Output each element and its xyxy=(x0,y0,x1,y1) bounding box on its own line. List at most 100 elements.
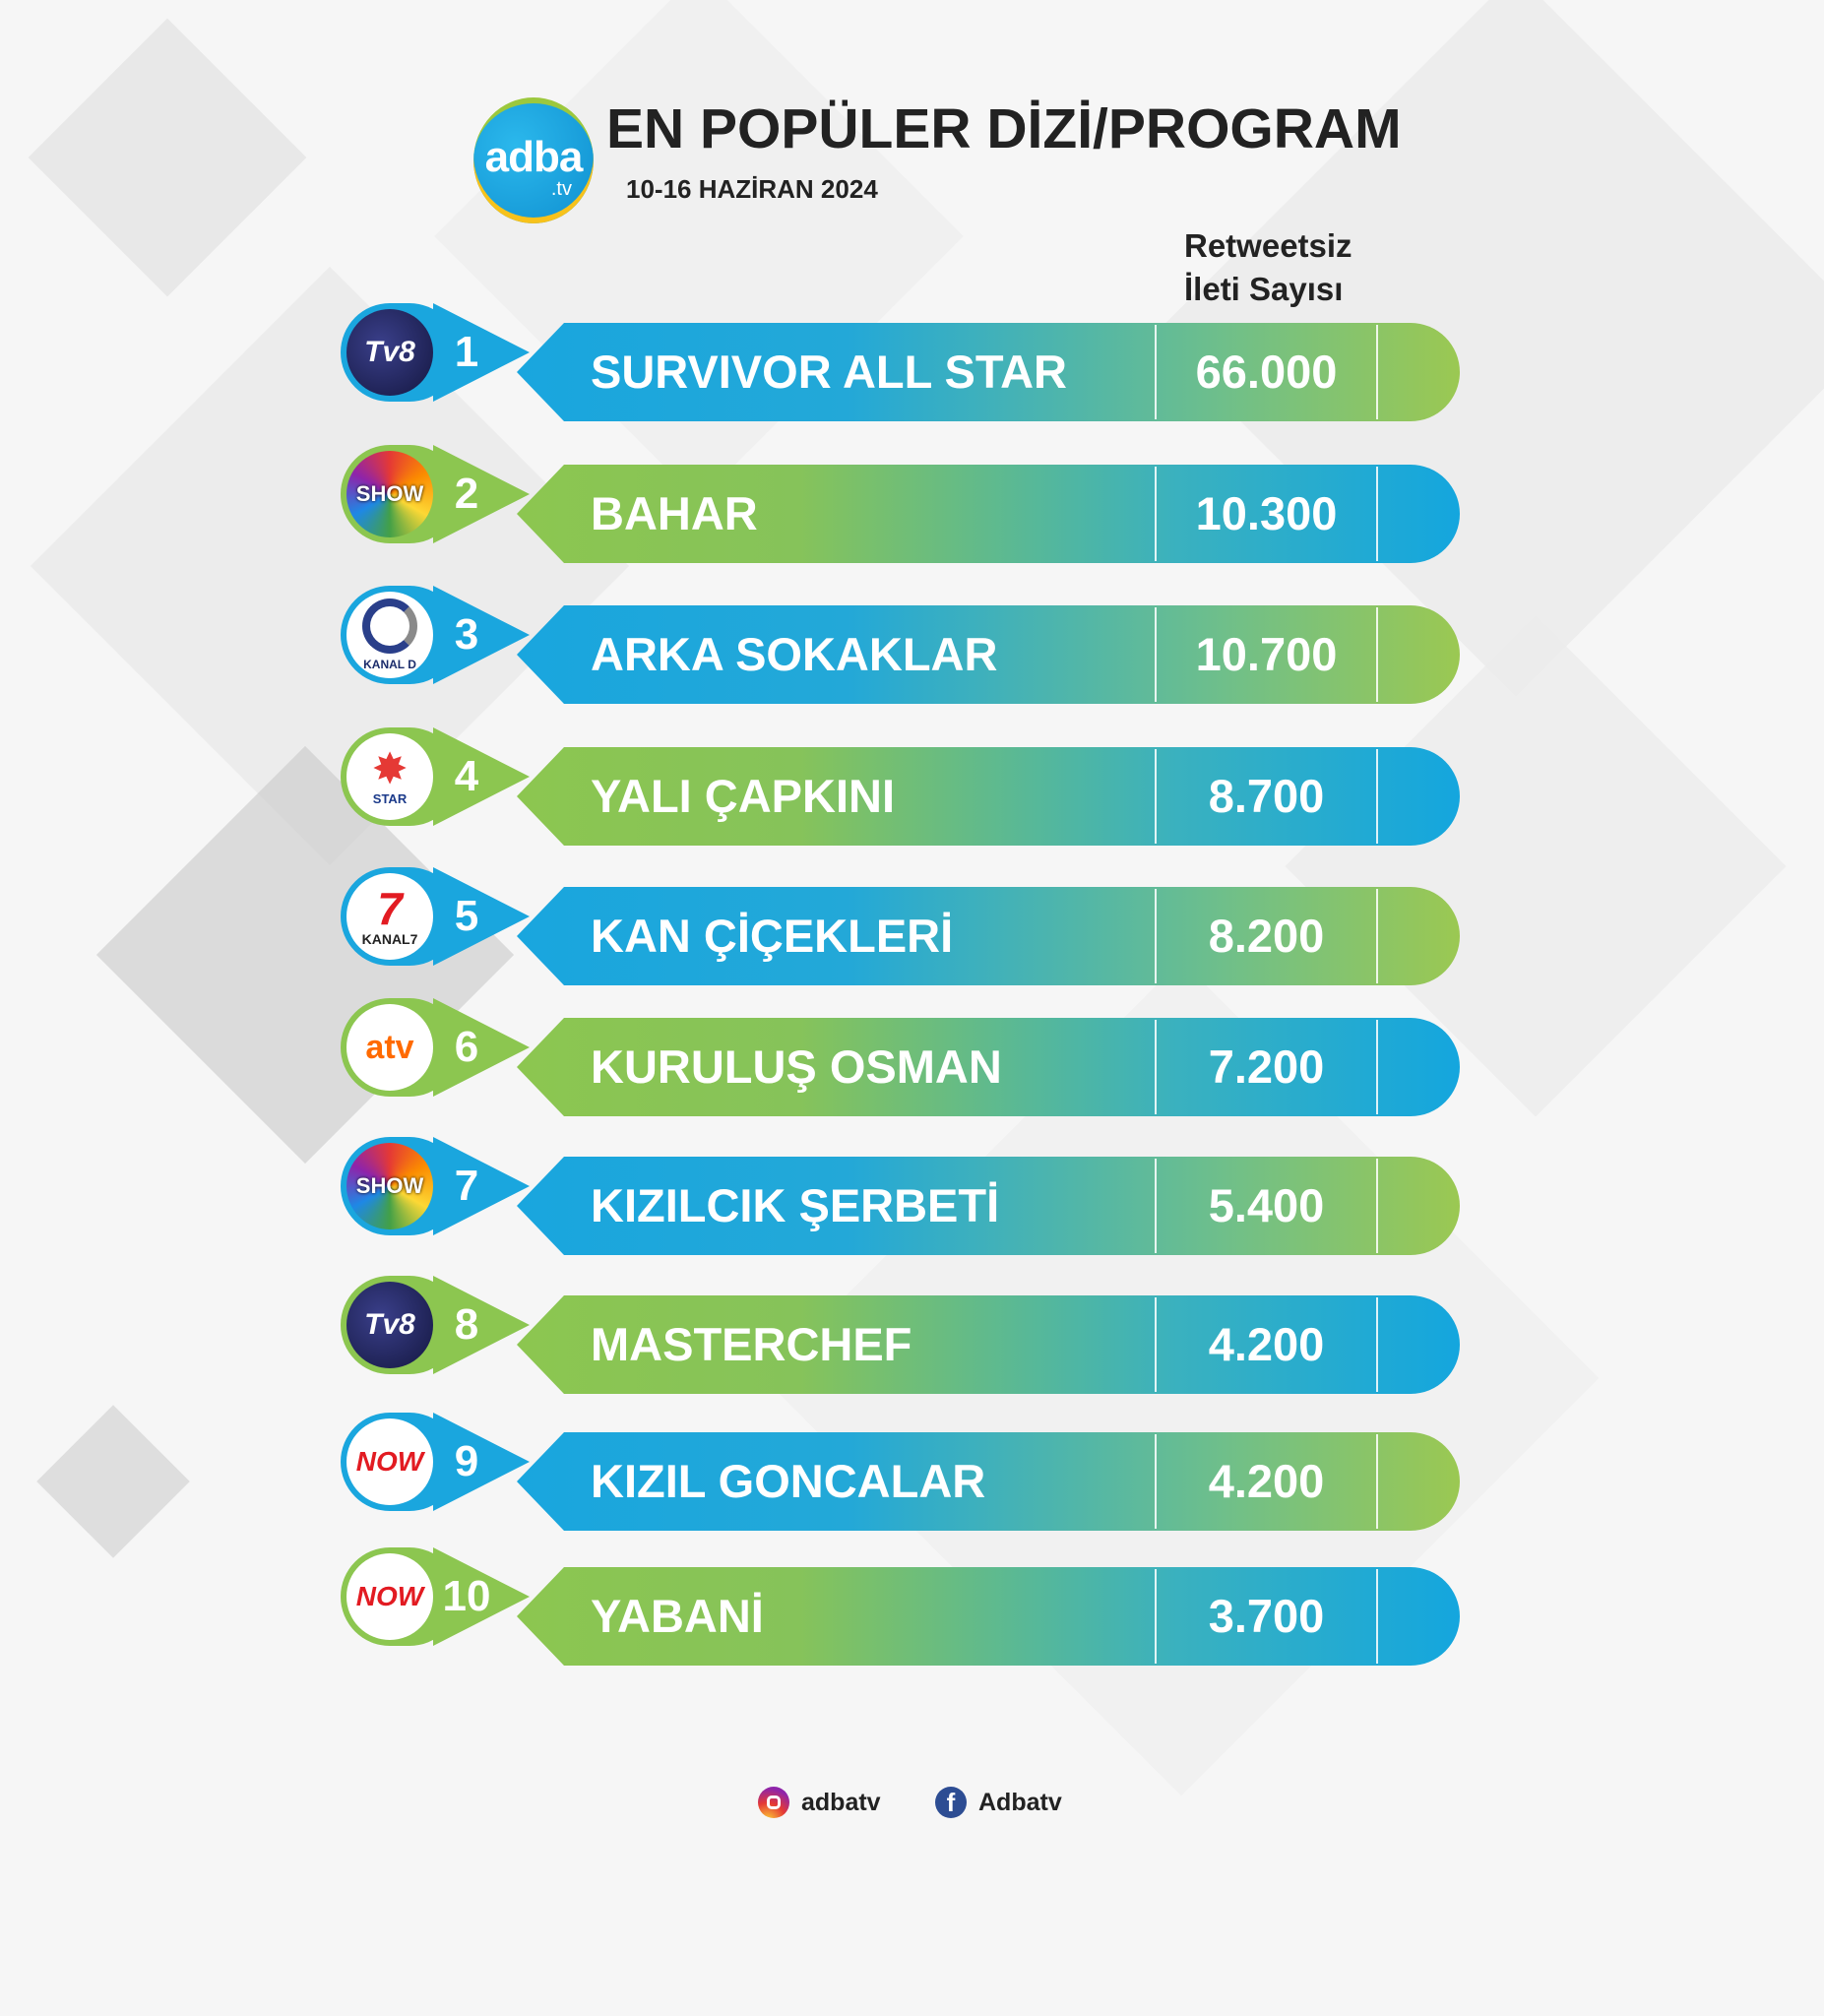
background-diamond xyxy=(434,0,964,501)
bar-divider xyxy=(1155,607,1157,702)
logo-main-text: adba xyxy=(484,133,584,181)
rank-badge-arrow xyxy=(433,998,530,1097)
post-count-value: 5.400 xyxy=(1208,1179,1325,1231)
bar-divider xyxy=(1376,1569,1378,1664)
rank-number: 3 xyxy=(454,610,479,659)
program-name: MASTERCHEF xyxy=(591,1318,912,1370)
ranking-row: 7 KANAL7 5 KAN ÇİÇEKLERİ 8.200 xyxy=(0,867,1824,985)
bar-divider xyxy=(1376,749,1378,844)
ranking-row: KANAL D 3 ARKA SOKAKLAR 10.700 xyxy=(0,586,1824,704)
ranking-row: SHOW 7 KIZILCIK ŞERBETİ 5.400 xyxy=(0,1137,1824,1255)
bar-divider xyxy=(1155,1159,1157,1253)
program-bar xyxy=(517,747,1460,846)
star-tv-logo-icon: ✸ STAR xyxy=(346,733,433,820)
rank-number: 5 xyxy=(454,892,479,940)
rank-badge-arrow xyxy=(433,1547,530,1646)
post-count-value: 3.700 xyxy=(1208,1590,1325,1642)
show-tv-logo-icon: SHOW xyxy=(346,451,433,537)
program-name: KIZIL GONCALAR xyxy=(591,1455,986,1507)
post-count-value: 7.200 xyxy=(1208,1040,1325,1093)
rank-badge-arrow xyxy=(433,1137,530,1235)
program-name: KAN ÇİÇEKLERİ xyxy=(591,910,954,962)
chart-subtitle: 10-16 HAZİRAN 2024 xyxy=(626,174,878,204)
rank-badge-arrow xyxy=(433,445,530,543)
bar-divider xyxy=(1155,1434,1157,1529)
rank-badge-arrow xyxy=(433,1413,530,1511)
bar-divider xyxy=(1155,325,1157,419)
bar-divider xyxy=(1376,467,1378,561)
tv8-logo-icon: Tv8 xyxy=(346,309,433,396)
adba-tv-logo: adba .tv xyxy=(473,97,594,223)
program-bar xyxy=(517,1157,1460,1255)
program-name: SURVIVOR ALL STAR xyxy=(591,346,1067,398)
column-header-line1: Retweetsiz xyxy=(1184,227,1352,264)
bar-divider xyxy=(1155,1297,1157,1392)
bar-divider xyxy=(1376,325,1378,419)
logo-sub-text: .tv xyxy=(550,178,572,200)
now-tv-logo-icon: NOW xyxy=(346,1553,433,1640)
rank-number: 2 xyxy=(454,470,479,518)
kanal7-logo-icon: 7 KANAL7 xyxy=(346,873,433,960)
program-name: KURULUŞ OSMAN xyxy=(591,1040,1002,1093)
bar-divider xyxy=(1376,889,1378,983)
bar-divider xyxy=(1376,1434,1378,1529)
ranking-row: NOW 9 KIZIL GONCALAR 4.200 xyxy=(0,1413,1824,1531)
post-count-value: 8.200 xyxy=(1208,910,1325,962)
column-header-line2: İleti Sayısı xyxy=(1184,271,1344,307)
tv8-logo-icon: Tv8 xyxy=(346,1282,433,1368)
program-bar xyxy=(517,465,1460,563)
instagram-link[interactable]: adbatv xyxy=(758,1785,881,1820)
program-name: YABANİ xyxy=(591,1590,764,1642)
program-bar xyxy=(517,887,1460,985)
rank-number: 6 xyxy=(454,1023,479,1071)
ranking-row: Tv8 1 SURVIVOR ALL STAR 66.000 xyxy=(0,303,1824,421)
rank-badge-arrow xyxy=(433,867,530,966)
rank-number: 8 xyxy=(454,1300,479,1349)
program-name: KIZILCIK ŞERBETİ xyxy=(591,1179,1000,1231)
facebook-label: Adbatv xyxy=(978,1788,1062,1816)
rank-number: 4 xyxy=(454,752,479,800)
kanal-d-logo-icon: KANAL D xyxy=(346,592,433,678)
now-tv-logo-icon: NOW xyxy=(346,1418,433,1505)
rank-badge-arrow xyxy=(433,1276,530,1374)
program-bar xyxy=(517,605,1460,704)
ranking-row: SHOW 2 BAHAR 10.300 xyxy=(0,445,1824,563)
ranking-row: ✸ STAR 4 YALI ÇAPKINI 8.700 xyxy=(0,727,1824,846)
ranking-row: NOW 10 YABANİ 3.700 xyxy=(0,1547,1824,1666)
rank-badge-arrow xyxy=(433,586,530,684)
post-count-value: 4.200 xyxy=(1208,1318,1325,1370)
ranking-row: atv 6 KURULUŞ OSMAN 7.200 xyxy=(0,998,1824,1116)
bar-divider xyxy=(1155,749,1157,844)
rank-badge-arrow xyxy=(433,727,530,826)
facebook-link[interactable]: f Adbatv xyxy=(935,1785,1062,1820)
post-count-value: 10.300 xyxy=(1195,487,1338,539)
rank-number: 9 xyxy=(454,1437,479,1485)
program-bar xyxy=(517,1018,1460,1116)
bar-divider xyxy=(1155,889,1157,983)
ranking-row: Tv8 8 MASTERCHEF 4.200 xyxy=(0,1276,1824,1394)
program-bar xyxy=(517,1567,1460,1666)
instagram-icon xyxy=(758,1787,789,1818)
rank-number: 7 xyxy=(454,1162,479,1210)
post-count-value: 66.000 xyxy=(1195,346,1338,398)
facebook-icon: f xyxy=(935,1787,967,1818)
program-name: ARKA SOKAKLAR xyxy=(591,628,998,680)
program-name: YALI ÇAPKINI xyxy=(591,770,896,822)
instagram-label: adbatv xyxy=(801,1788,881,1816)
post-count-value: 4.200 xyxy=(1208,1455,1325,1507)
bar-divider xyxy=(1155,1020,1157,1114)
rank-badge-arrow xyxy=(433,303,530,402)
show-tv-logo-icon: SHOW xyxy=(346,1143,433,1229)
background-diamond xyxy=(28,18,307,297)
bar-divider xyxy=(1376,1297,1378,1392)
bar-divider xyxy=(1155,467,1157,561)
program-bar xyxy=(517,323,1460,421)
post-count-value: 10.700 xyxy=(1195,628,1338,680)
value-column-header: Retweetsiz İleti Sayısı xyxy=(1184,224,1352,311)
bar-divider xyxy=(1376,607,1378,702)
atv-logo-icon: atv xyxy=(346,1004,433,1091)
program-bar xyxy=(517,1295,1460,1394)
bar-divider xyxy=(1376,1020,1378,1114)
rank-number: 1 xyxy=(454,328,479,376)
program-bar xyxy=(517,1432,1460,1531)
